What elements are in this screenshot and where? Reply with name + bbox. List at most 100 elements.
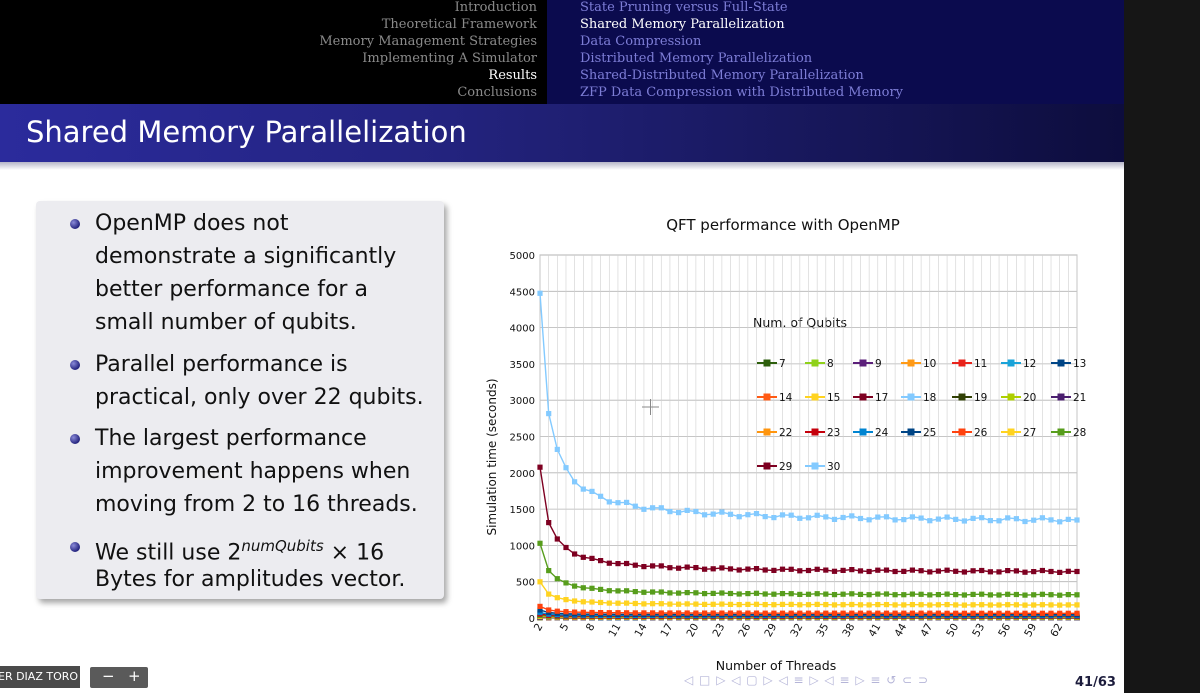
x-tick-label: 50 (944, 622, 961, 640)
series-marker-30-qubits (788, 512, 794, 518)
series-marker-27-qubits (892, 602, 898, 608)
series-marker-27-qubits (658, 601, 664, 607)
beamer-navigation-icon[interactable]: ◁ □ ▷ ◁ ▢ ▷ ◁ ≡ ▷ ◁ ≡ ▷ ≡ ↺ ⊂ ⊃ (684, 673, 930, 687)
legend-label-26: 26 (974, 427, 988, 439)
series-marker-26-qubits (979, 610, 985, 616)
nav-section-conclusions[interactable]: Conclusions (457, 85, 537, 100)
chart-tick-labels: 0 500 1000 1500 2000 2500 3000 3500 4000 4500 5000… (510, 251, 1066, 639)
nav-section-results[interactable]: Results (488, 68, 537, 83)
series-marker-28-qubits (1065, 592, 1071, 598)
series-marker-27-qubits (918, 602, 924, 608)
series-marker-28-qubits (788, 591, 794, 597)
series-marker-27-qubits (1057, 602, 1063, 608)
legend-marker-18 (907, 393, 915, 401)
series-marker-27-qubits (1031, 602, 1037, 608)
series-marker-29-qubits (823, 567, 829, 573)
series-marker-30-qubits (944, 514, 950, 520)
series-marker-27-qubits (606, 600, 612, 606)
series-marker-26-qubits (598, 610, 604, 616)
series-marker-27-qubits (762, 602, 768, 608)
series-marker-26-qubits (788, 610, 794, 616)
series-marker-29-qubits (918, 568, 924, 574)
series-marker-28-qubits (537, 540, 543, 546)
nav-subsection-shared-distributed[interactable]: Shared-Distributed Memory Parallelizatio… (580, 68, 864, 83)
nav-section-memory-management[interactable]: Memory Management Strategies (319, 34, 537, 49)
legend-label-22: 22 (779, 427, 792, 439)
nav-subsection-state-pruning[interactable]: State Pruning versus Full-State (580, 0, 788, 15)
legend-label-14: 14 (779, 392, 793, 404)
legend-label-30: 30 (827, 461, 840, 473)
series-marker-29-qubits (589, 555, 595, 561)
series-marker-29-qubits (771, 567, 777, 573)
series-marker-30-qubits (762, 514, 768, 520)
series-marker-29-qubits (961, 569, 967, 575)
author-label: ER DIAZ TORO (0, 666, 80, 688)
series-marker-29-qubits (1057, 569, 1063, 575)
y-tick-label: 1000 (510, 541, 535, 552)
series-marker-27-qubits (797, 602, 803, 608)
series-marker-27-qubits (1005, 602, 1011, 608)
series-marker-26-qubits (1039, 610, 1045, 616)
series-marker-30-qubits (1065, 516, 1071, 522)
nav-section-theoretical-framework[interactable]: Theoretical Framework (381, 17, 537, 32)
zoom-in-button[interactable]: + (128, 667, 141, 685)
series-marker-28-qubits (953, 592, 959, 598)
nav-subsection-distributed-memory[interactable]: Distributed Memory Parallelization (580, 51, 813, 66)
series-marker-26-qubits (641, 610, 647, 616)
series-marker-30-qubits (702, 512, 708, 518)
series-marker-28-qubits (823, 591, 829, 597)
series-marker-30-qubits (580, 486, 586, 492)
series-marker-26-qubits (805, 610, 812, 616)
series-marker-28-qubits (676, 590, 682, 596)
series-marker-29-qubits (857, 568, 864, 574)
series-marker-26-qubits (762, 610, 768, 616)
series-marker-27-qubits (632, 600, 638, 607)
series-marker-29-qubits (901, 568, 907, 574)
series-marker-27-qubits (927, 602, 933, 608)
series-marker-26-qubits (572, 609, 578, 615)
series-marker-30-qubits (650, 505, 656, 511)
series-marker-29-qubits (996, 569, 1002, 575)
series-marker-27-qubits (1048, 602, 1054, 608)
nav-subsection-zfp-compression[interactable]: ZFP Data Compression with Distributed Me… (580, 85, 904, 100)
series-marker-28-qubits (849, 591, 855, 597)
nav-section-introduction[interactable]: Introduction (454, 0, 537, 15)
series-marker-27-qubits (987, 602, 993, 608)
nav-subsection-shared-memory[interactable]: Shared Memory Parallelization (580, 17, 785, 32)
series-marker-28-qubits (624, 588, 630, 594)
series-marker-30-qubits (857, 515, 864, 522)
series-marker-29-qubits (944, 567, 950, 573)
bullet-block: OpenMP does not demonstrate a significan… (36, 201, 444, 599)
series-marker-30-qubits (892, 517, 898, 523)
legend-label-24: 24 (875, 427, 889, 439)
series-marker-29-qubits (563, 544, 569, 551)
series-marker-27-qubits (831, 602, 838, 608)
legend-marker-14 (763, 393, 771, 401)
legend-marker-8 (811, 359, 819, 367)
nav-subsection-data-compression[interactable]: Data Compression (580, 34, 702, 49)
series-marker-30-qubits (1039, 515, 1045, 521)
series-marker-27-qubits (788, 601, 794, 607)
series-marker-29-qubits (710, 566, 716, 572)
series-marker-30-qubits (901, 517, 907, 523)
series-marker-26-qubits (918, 610, 924, 616)
nav-section-implementing-simulator[interactable]: Implementing A Simulator (362, 51, 537, 66)
series-marker-27-qubits (710, 601, 716, 607)
y-tick-label: 3000 (510, 396, 535, 407)
zoom-out-button[interactable]: − (102, 667, 115, 685)
series-marker-26-qubits (953, 610, 959, 616)
chart-title: QFT performance with OpenMP (666, 216, 900, 234)
series-marker-27-qubits (554, 595, 560, 601)
bullet-1-line-3: better performance for a (95, 277, 368, 302)
series-marker-30-qubits (979, 515, 985, 521)
series-marker-29-qubits (580, 554, 586, 560)
series-marker-27-qubits (1065, 602, 1071, 608)
series-marker-28-qubits (805, 591, 812, 597)
series-marker-27-qubits (840, 602, 846, 608)
y-tick-label: 2000 (510, 469, 535, 480)
legend-label-9: 9 (875, 358, 882, 370)
slide-title-bar: Shared Memory Parallelization (0, 104, 1124, 162)
series-marker-27-qubits (745, 601, 751, 607)
series-marker-27-qubits (624, 600, 630, 606)
series-marker-27-qubits (684, 601, 690, 607)
